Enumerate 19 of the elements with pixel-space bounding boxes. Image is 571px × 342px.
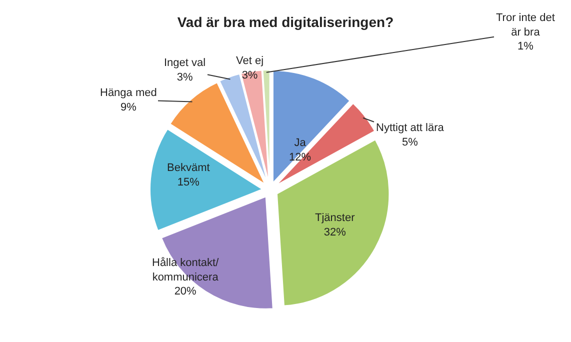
data-label: 5% [402, 136, 418, 148]
data-label: 32% [324, 226, 346, 238]
slice-label: Tror inte det är bra [496, 12, 555, 38]
data-label: 20% [174, 286, 197, 298]
slice-label: Ja [294, 137, 307, 149]
data-label: 15% [177, 176, 200, 188]
slice-label: Nyttigt att lära [376, 122, 445, 134]
slice-label: Inget val [164, 57, 206, 69]
slice-label: Hålla kontakt/ kommunicera [152, 257, 220, 284]
slice-label: Hänga med [100, 87, 157, 99]
data-label: 1% [518, 40, 534, 53]
data-label: 3% [176, 71, 193, 84]
chart-title: Vad är bra med digitaliseringen? [177, 14, 394, 30]
data-label: 9% [120, 101, 137, 114]
data-label: 12% [289, 151, 312, 164]
data-label: 3% [242, 69, 258, 82]
slice-label: Bekvämt [167, 162, 210, 174]
slice-label: Tjänster [315, 212, 356, 224]
slice-label: Vet ej [236, 55, 264, 67]
